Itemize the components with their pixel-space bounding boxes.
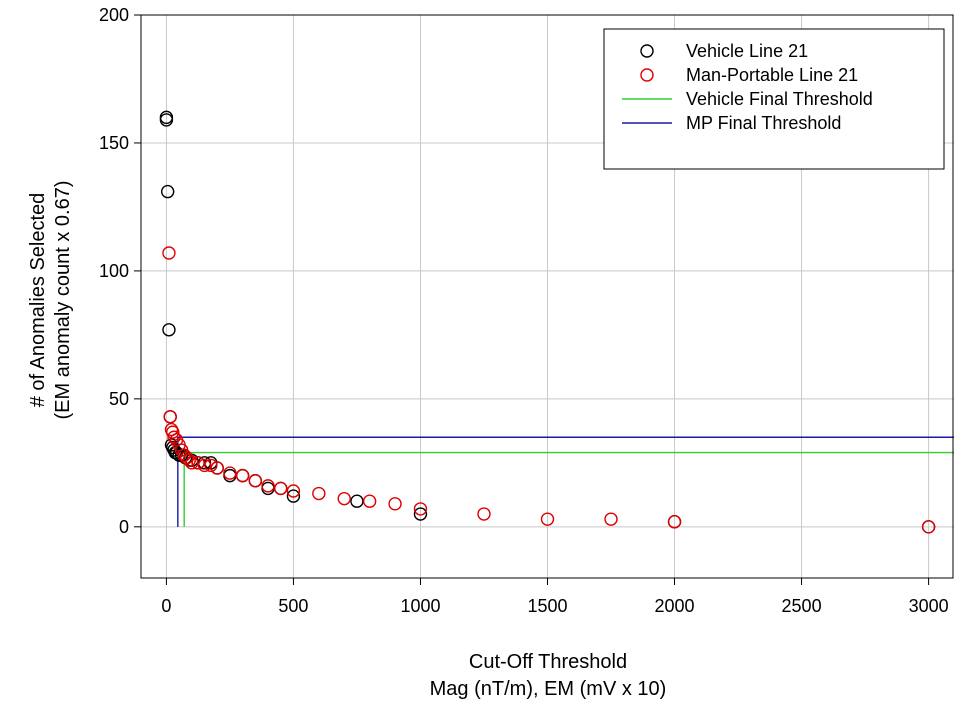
y-axis-title-line1: # of Anomalies Selected — [27, 193, 49, 408]
data-point — [159, 113, 174, 127]
legend-label: Vehicle Line 21 — [686, 41, 808, 61]
x-tick-label: 1500 — [527, 596, 567, 616]
legend-marker — [640, 44, 654, 58]
legend-marker — [640, 68, 654, 82]
data-point — [540, 512, 555, 526]
data-point — [261, 481, 275, 496]
data-point — [180, 451, 194, 465]
data-point — [388, 497, 402, 511]
y-tick-label: 50 — [109, 389, 129, 409]
y-tick-label: 150 — [99, 133, 129, 153]
data-point — [286, 484, 301, 498]
x-tick-label: 3000 — [909, 596, 949, 616]
data-point — [274, 481, 288, 496]
legend-label: MP Final Threshold — [686, 113, 841, 133]
data-point — [223, 466, 237, 480]
x-tick-label: 500 — [278, 596, 308, 616]
data-point — [191, 456, 205, 470]
data-point — [235, 468, 250, 483]
data-point — [162, 323, 176, 337]
legend-label: Vehicle Final Threshold — [686, 89, 873, 109]
data-point — [604, 512, 618, 526]
y-tick-label: 200 — [99, 5, 129, 25]
x-axis-title-line1: Cut-Off Threshold — [469, 651, 627, 673]
legend-label: Man-Portable Line 21 — [686, 65, 858, 85]
data-point — [204, 458, 218, 473]
x-axis-title-line2: Mag (nT/m), EM (mV x 10) — [430, 678, 667, 700]
data-point — [166, 425, 180, 439]
data-point — [667, 515, 682, 529]
data-point — [312, 486, 326, 501]
axis-ticks: 0 500 1000 1500 2000 2500 3000 0 50 100 150 200 — [99, 5, 949, 616]
data-point — [162, 246, 176, 260]
data-point — [413, 502, 428, 516]
data-point — [477, 507, 491, 521]
x-tick-label: 0 — [161, 596, 171, 616]
data-point — [261, 479, 275, 493]
data-point — [182, 453, 196, 467]
data-point — [177, 448, 191, 462]
x-tick-label: 1000 — [400, 596, 440, 616]
data-point — [163, 410, 177, 424]
data-point — [286, 489, 301, 503]
data-point — [210, 461, 224, 475]
data-point — [248, 474, 263, 488]
data-point — [362, 494, 377, 508]
data-point — [921, 520, 936, 534]
data-point — [223, 468, 237, 483]
data-point — [160, 184, 175, 199]
y-axis-title-line2: (EM anomaly count x 0.67) — [52, 181, 74, 420]
plot-area — [159, 110, 954, 534]
x-tick-label: 2500 — [782, 596, 822, 616]
data-point — [197, 458, 212, 473]
y-tick-label: 0 — [119, 517, 129, 537]
data-point — [185, 456, 199, 470]
x-tick-label: 2000 — [655, 596, 695, 616]
y-tick-label: 100 — [99, 261, 129, 281]
data-point — [413, 507, 428, 521]
data-point — [350, 494, 364, 508]
legend: Vehicle Line 21 Man-Portable Line 21 Vehic… — [603, 28, 945, 170]
data-point — [337, 491, 351, 506]
threshold-line — [177, 436, 954, 527]
